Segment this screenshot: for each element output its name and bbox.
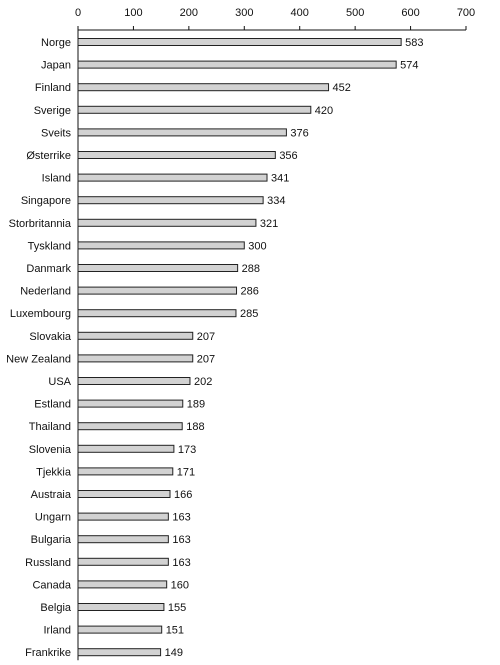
category-label: USA [48, 376, 71, 388]
bar [77, 648, 162, 657]
value-label: 207 [197, 353, 215, 365]
x-tick-label: 600 [401, 7, 419, 19]
category-label: Irland [43, 625, 71, 637]
category-label: Estland [34, 399, 71, 411]
x-tick-label: 200 [180, 7, 198, 19]
category-label: Singapore [21, 195, 71, 207]
value-label: 583 [405, 37, 423, 49]
category-label: Island [42, 173, 71, 185]
category-label: Ungarn [35, 512, 71, 524]
category-label: Tyskland [28, 240, 71, 252]
category-label: Canada [32, 579, 71, 591]
value-label: 202 [194, 376, 212, 388]
bar [77, 625, 163, 634]
value-label: 166 [174, 489, 192, 501]
x-tick-label: 100 [124, 7, 142, 19]
bar [77, 535, 169, 544]
bar [77, 377, 191, 385]
value-label: 189 [187, 399, 205, 411]
bar [77, 241, 245, 250]
category-label: Storbritannia [9, 218, 72, 230]
bar [77, 196, 264, 205]
category-label: Russland [25, 557, 71, 569]
bar [77, 151, 276, 159]
value-label: 163 [172, 512, 190, 524]
category-label: Slovenia [29, 444, 72, 456]
value-label: 288 [242, 263, 260, 275]
bar [77, 603, 165, 611]
value-label: 334 [267, 195, 285, 207]
bar [77, 354, 194, 363]
category-label: Bulgaria [31, 534, 72, 546]
value-label: 163 [172, 557, 190, 569]
bar [77, 490, 171, 498]
bar [77, 580, 168, 589]
value-label: 574 [400, 60, 418, 72]
value-label: 420 [315, 105, 333, 117]
bar [77, 399, 184, 408]
bar [77, 557, 169, 566]
bar [77, 83, 330, 92]
value-label: 173 [178, 444, 196, 456]
category-label: Østerrike [26, 150, 71, 162]
category-label: Japan [41, 60, 71, 72]
value-label: 452 [333, 82, 351, 94]
bar [77, 218, 257, 227]
category-label: New Zealand [6, 353, 71, 365]
category-label: Sveits [41, 127, 71, 139]
category-label: Austraia [31, 489, 72, 501]
category-label: Nederland [20, 286, 71, 298]
category-label: Thailand [29, 421, 71, 433]
category-label: Finland [35, 82, 71, 94]
category-label: Danmark [26, 263, 71, 275]
value-label: 163 [172, 534, 190, 546]
category-label: Sverige [34, 105, 71, 117]
value-label: 286 [241, 286, 259, 298]
bar [77, 331, 194, 340]
bar [77, 512, 169, 521]
category-label: Tjekkia [36, 466, 72, 478]
value-label: 356 [279, 150, 297, 162]
bar [77, 309, 237, 318]
value-label: 341 [271, 173, 289, 185]
x-tick-label: 0 [75, 7, 81, 19]
x-tick-label: 300 [235, 7, 253, 19]
value-label: 321 [260, 218, 278, 230]
bar [77, 467, 174, 476]
bar [77, 60, 397, 69]
category-label: Slovakia [29, 331, 71, 343]
bar [77, 173, 268, 182]
x-tick-label: 700 [457, 7, 475, 19]
x-tick-label: 400 [291, 7, 309, 19]
value-label: 285 [240, 308, 258, 320]
bar [77, 286, 238, 295]
category-label: Frankrike [25, 647, 71, 659]
bar [77, 264, 239, 272]
category-label: Belgia [40, 602, 71, 614]
value-label: 171 [177, 466, 195, 478]
bar [77, 444, 175, 453]
value-label: 149 [165, 647, 183, 659]
value-label: 160 [171, 579, 189, 591]
bar [77, 128, 287, 137]
value-label: 155 [168, 602, 186, 614]
value-label: 151 [166, 625, 184, 637]
value-label: 300 [248, 240, 266, 252]
x-tick-label: 500 [346, 7, 364, 19]
bar [77, 422, 183, 431]
bar [77, 105, 312, 114]
value-label: 207 [197, 331, 215, 343]
category-label: Norge [41, 37, 71, 49]
category-label: Luxembourg [10, 308, 71, 320]
value-label: 188 [186, 421, 204, 433]
bar [77, 38, 402, 46]
value-label: 376 [290, 127, 308, 139]
